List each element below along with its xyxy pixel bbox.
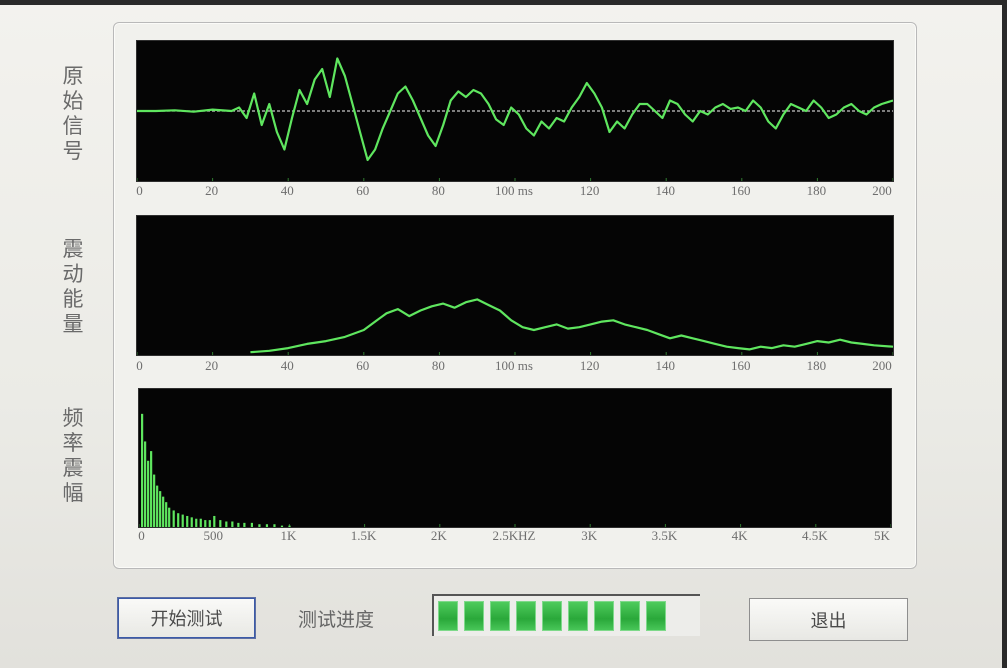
- spectrum-bar: [172, 510, 175, 527]
- spectrum-bar: [258, 524, 261, 527]
- raw-signal-chart: [136, 40, 894, 182]
- chart-svg-2: [139, 413, 891, 527]
- x-tick-label: 4.5K: [801, 528, 828, 543]
- spectrum-bar: [165, 502, 168, 527]
- x-tick-label: 160: [731, 183, 751, 198]
- spectrum-bar: [147, 460, 150, 527]
- x-tick-label: 2K: [430, 528, 447, 543]
- frequency-amplitude-x-axis: 0 500 1K 1.5K 2K 2.5KHZ 3K 3.5K 4K 4.5K 5K: [138, 528, 890, 546]
- x-tick-label: 20: [205, 358, 219, 373]
- x-tick-label: 4K: [731, 528, 748, 543]
- x-tick-label: 200: [872, 183, 892, 198]
- spectrum-bar: [208, 520, 211, 527]
- screen-right-border: [1002, 0, 1007, 668]
- spectrum-bar: [156, 485, 159, 527]
- x-tick-label: 120: [579, 183, 600, 198]
- exit-button[interactable]: 退出: [749, 598, 908, 641]
- x-tick-label: 3K: [581, 528, 598, 543]
- progress-segment: [464, 601, 484, 631]
- x-tick-label: 60: [356, 183, 370, 198]
- spectrum-bar: [243, 522, 246, 527]
- x-tick-label: 5K: [874, 528, 890, 543]
- x-tick-label: 40: [280, 358, 294, 373]
- spectrum-bar: [219, 520, 222, 527]
- x-tick-label: 3.5K: [651, 528, 678, 543]
- raw-signal-x-axis: 0 20 40 60 80 100 ms 120 140 160 180 200: [136, 183, 892, 201]
- progress-segment: [594, 601, 614, 631]
- x-tick-label: 0: [136, 358, 143, 373]
- x-tick-label: 100 ms: [495, 358, 533, 373]
- spectrum-bar: [168, 507, 171, 527]
- spectrum-bar: [153, 474, 156, 527]
- progress-segment: [568, 601, 588, 631]
- x-tick-label: 1.5K: [350, 528, 377, 543]
- spectrum-bar: [199, 518, 202, 527]
- series-line: [137, 57, 893, 162]
- spectrum-bar: [144, 441, 147, 527]
- x-tick-label: 500: [203, 528, 223, 543]
- x-tick-label: 120: [579, 358, 600, 373]
- raw-signal-label: 原始信号: [62, 64, 84, 163]
- spectrum-bar: [150, 451, 153, 527]
- vibration-energy-chart: [136, 215, 894, 356]
- progress-segment: [646, 601, 666, 631]
- spectrum-bar: [237, 522, 240, 527]
- x-tick-label: 180: [806, 358, 827, 373]
- spectrum-bar: [177, 513, 180, 527]
- x-tick-label: 2.5KHZ: [492, 528, 536, 543]
- spectrum-bar: [190, 517, 193, 527]
- vibration-energy-x-axis: 0 20 40 60 80 100 ms 120 140 160 180 200: [136, 358, 892, 376]
- spectrum-bar: [181, 514, 184, 527]
- x-tick-label: 40: [280, 183, 294, 198]
- frequency-amplitude-chart: [138, 388, 892, 528]
- progress-label: 测试进度: [298, 609, 375, 631]
- spectrum-bar: [273, 524, 276, 527]
- x-tick-label: 0: [136, 183, 143, 198]
- spectrum-bar: [162, 496, 165, 527]
- spectrum-bar: [225, 521, 228, 527]
- x-tick-label: 140: [655, 358, 675, 373]
- start-test-button[interactable]: 开始测试: [117, 597, 256, 639]
- spectrum-bar: [231, 521, 234, 527]
- chart-svg-0: [137, 57, 893, 181]
- vibration-energy-label: 震动能量: [62, 237, 84, 336]
- spectrum-bar: [141, 413, 144, 527]
- progress-segment: [490, 601, 510, 631]
- spectrum-bar: [159, 491, 162, 527]
- spectrum-bar: [280, 525, 284, 527]
- spectrum-bar: [195, 518, 198, 527]
- x-tick-label: 80: [431, 358, 445, 373]
- series-line: [250, 298, 893, 354]
- x-tick-label: 160: [731, 358, 751, 373]
- spectrum-bar: [265, 524, 269, 527]
- progress-segment: [620, 601, 640, 631]
- progress-segment: [438, 601, 458, 631]
- x-tick-label: 60: [356, 358, 370, 373]
- x-tick-label: 80: [431, 183, 445, 198]
- x-tick-label: 1K: [280, 528, 297, 543]
- x-tick-label: 20: [205, 183, 219, 198]
- frequency-amplitude-label: 频率震幅: [62, 406, 84, 505]
- progress-segment: [542, 601, 562, 631]
- x-tick-label: 0: [138, 528, 145, 543]
- test-progress-bar: [432, 594, 700, 636]
- spectrum-bar: [288, 525, 291, 527]
- progress-segment: [516, 601, 536, 631]
- spectrum-bar: [250, 522, 253, 527]
- spectrum-bar: [204, 520, 207, 527]
- x-tick-label: 200: [872, 358, 892, 373]
- x-tick-label: 180: [806, 183, 827, 198]
- spectrum-bar: [213, 515, 216, 527]
- chart-svg-1: [137, 298, 893, 355]
- x-tick-label: 140: [655, 183, 675, 198]
- x-tick-label: 100 ms: [495, 183, 533, 198]
- screen-top-border: [0, 0, 1007, 5]
- spectrum-bar: [186, 515, 189, 527]
